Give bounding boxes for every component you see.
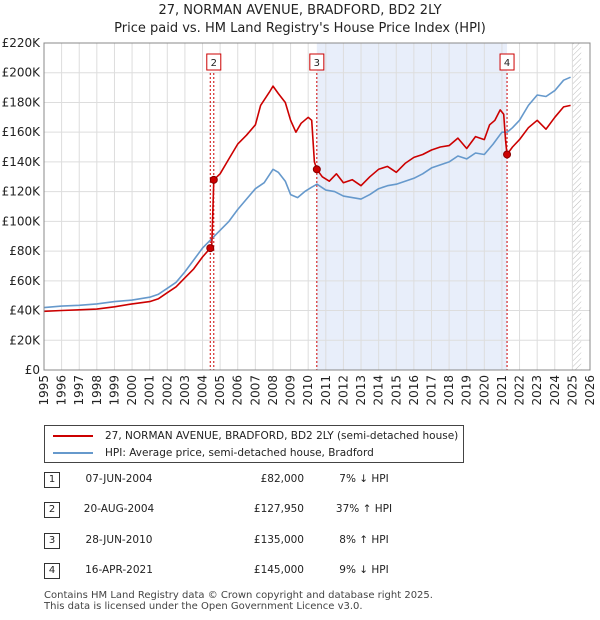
y-tick-label: £80K xyxy=(9,244,41,258)
x-tick-label: 2002 xyxy=(160,375,174,406)
transaction-hpi-diff: 37% ↑ HPI xyxy=(335,503,393,515)
x-tick-label: 1995 xyxy=(37,375,51,406)
y-tick-label: £40K xyxy=(9,304,41,318)
sale-label-box xyxy=(309,53,325,71)
x-tick-label: 2008 xyxy=(266,375,280,406)
transaction-price: £135,000 xyxy=(253,534,304,546)
y-tick-label: £180K xyxy=(2,95,42,109)
x-tick-label: 2006 xyxy=(231,375,245,406)
x-tick-label: 1998 xyxy=(90,375,104,406)
y-tick-label: £160K xyxy=(2,125,42,139)
sale-point xyxy=(503,150,512,159)
x-tick-label: 2024 xyxy=(548,375,562,406)
table-row: 2 20-AUG-2004 £127,950 37% ↑ HPI xyxy=(44,502,464,520)
legend-label-hpi: HPI: Average price, semi-detached house,… xyxy=(105,447,374,459)
transaction-price: £145,000 xyxy=(253,564,304,576)
x-tick-label: 2013 xyxy=(354,375,368,406)
transaction-price: £127,950 xyxy=(253,503,304,515)
series-line-hpi xyxy=(43,76,571,309)
x-tick-label: 2023 xyxy=(530,375,544,406)
x-tick-label: 2017 xyxy=(424,375,438,406)
x-tick-label: 1996 xyxy=(55,375,69,406)
table-row: 4 16-APR-2021 £145,000 9% ↓ HPI xyxy=(44,563,464,581)
y-tick-label: £220K xyxy=(2,36,42,50)
transaction-number: 4 xyxy=(44,563,60,579)
x-tick-label: 2022 xyxy=(513,375,527,406)
legend-item-hpi: HPI: Average price, semi-detached house,… xyxy=(53,445,374,461)
footer: Contains HM Land Registry data © Crown c… xyxy=(44,590,433,612)
x-tick-label: 1999 xyxy=(107,375,121,406)
sale-label-box xyxy=(206,53,222,71)
transaction-number: 3 xyxy=(44,533,60,549)
transaction-hpi-diff: 8% ↑ HPI xyxy=(339,534,389,546)
x-tick-label: 2026 xyxy=(583,375,597,406)
transaction-date: 28-JUN-2010 xyxy=(85,534,153,546)
x-tick-label: 1997 xyxy=(72,375,86,406)
footer-copyright: Contains HM Land Registry data © Crown c… xyxy=(44,590,433,601)
x-tick-label: 2021 xyxy=(495,375,509,406)
chart-subtitle: Price paid vs. HM Land Registry's House … xyxy=(114,21,486,36)
x-tick-label: 2003 xyxy=(178,375,192,406)
sale-label-box xyxy=(499,53,515,71)
chart-title: 27, NORMAN AVENUE, BRADFORD, BD2 2LY xyxy=(158,3,442,18)
price-chart: 2 3 4 £0 £20K £40K £60K £80K £100K £120K £140K £16… xyxy=(2,36,597,406)
x-tick-label: 2005 xyxy=(213,375,227,406)
transaction-date: 16-APR-2021 xyxy=(85,564,153,576)
transaction-number: 2 xyxy=(44,502,60,518)
x-tick-label: 2004 xyxy=(196,375,210,406)
x-tick-label: 2025 xyxy=(565,375,579,406)
y-tick-label: £140K xyxy=(2,155,42,169)
transaction-hpi-diff: 9% ↓ HPI xyxy=(339,564,389,576)
shaded-period xyxy=(316,43,508,370)
legend: 27, NORMAN AVENUE, BRADFORD, BD2 2LY (se… xyxy=(44,425,464,463)
x-tick-label: 2019 xyxy=(460,375,474,406)
x-tick-label: 2014 xyxy=(372,375,386,406)
sale-point xyxy=(209,175,218,184)
y-tick-label: £0 xyxy=(25,363,40,377)
transaction-hpi-diff: 7% ↓ HPI xyxy=(339,473,389,485)
y-tick-label: £120K xyxy=(2,185,42,199)
x-tick-label: 2001 xyxy=(143,375,157,406)
plot-border xyxy=(43,42,591,371)
transaction-date: 07-JUN-2004 xyxy=(85,473,153,485)
x-tick-label: 2010 xyxy=(301,375,315,406)
sale-point xyxy=(206,244,215,253)
x-tick-label: 2011 xyxy=(319,375,333,406)
x-tick-label: 2000 xyxy=(125,375,139,406)
y-tick-label: £20K xyxy=(9,333,41,347)
x-tick-label: 2007 xyxy=(248,375,262,406)
x-tick-label: 2020 xyxy=(477,375,491,406)
x-tick-label: 2009 xyxy=(284,375,298,406)
transaction-price: £82,000 xyxy=(260,473,304,485)
x-tick-label: 2016 xyxy=(407,375,421,406)
x-tick-label: 2015 xyxy=(389,375,403,406)
table-row: 1 07-JUN-2004 £82,000 7% ↓ HPI xyxy=(44,472,464,490)
y-tick-label: £100K xyxy=(2,214,42,228)
sale-label-text: 4 xyxy=(504,58,510,69)
legend-label-property: 27, NORMAN AVENUE, BRADFORD, BD2 2LY (se… xyxy=(105,430,459,442)
forecast-hatch xyxy=(572,43,582,370)
x-tick-label: 2018 xyxy=(442,375,456,406)
transaction-date: 20-AUG-2004 xyxy=(83,503,155,515)
x-tick-label: 2012 xyxy=(336,375,350,406)
sale-label-text: 2 xyxy=(211,58,217,69)
legend-swatch-hpi xyxy=(53,452,93,454)
sale-label-text: 3 xyxy=(314,58,320,69)
legend-swatch-property xyxy=(53,435,93,437)
sale-point xyxy=(312,165,321,174)
footer-license: This data is licensed under the Open Gov… xyxy=(44,601,363,612)
table-row: 3 28-JUN-2010 £135,000 8% ↑ HPI xyxy=(44,533,464,551)
legend-item-property: 27, NORMAN AVENUE, BRADFORD, BD2 2LY (se… xyxy=(53,428,458,444)
transaction-number: 1 xyxy=(44,472,60,488)
y-tick-label: £60K xyxy=(9,274,41,288)
series-line-property xyxy=(43,85,571,313)
y-tick-label: £200K xyxy=(2,66,42,80)
